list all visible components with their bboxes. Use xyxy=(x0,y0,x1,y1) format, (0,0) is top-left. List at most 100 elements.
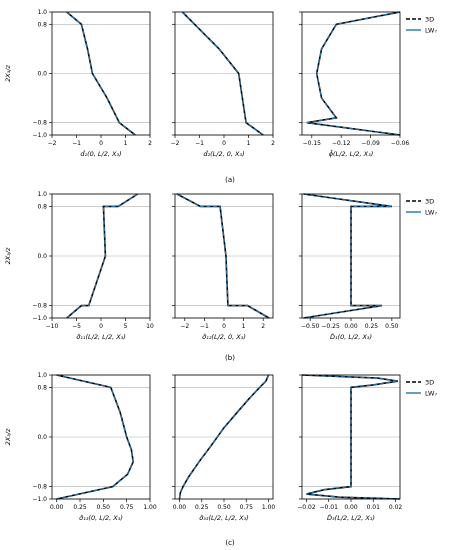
x-tick-label: 0.75 xyxy=(120,504,134,511)
x-tick-label: −10 xyxy=(46,323,59,330)
y-tick-label: 1.0 xyxy=(37,9,47,16)
y-tick-label: 0.0 xyxy=(37,253,47,260)
series-lw7-line xyxy=(306,11,401,136)
legend-label-3d: 3D xyxy=(425,16,434,24)
x-tick-label: 2 xyxy=(148,140,152,147)
panel-c2: 0.00 0.25 0.50 0.75 1.00 σ̂₃₃(L/2, L/2, X₃) xyxy=(172,374,276,522)
x-tick-label: −0.15 xyxy=(303,140,322,147)
y-tick-label: 0.0 xyxy=(37,71,47,78)
x-tick-label: 2 xyxy=(261,323,265,330)
series-lw7-line xyxy=(301,374,401,500)
row-caption: (a) xyxy=(225,176,235,184)
y-tick-label: 0.8 xyxy=(37,203,47,210)
x-tick-label: 1.00 xyxy=(262,504,276,511)
panel-b3: −0.50 −0.25 0.00 0.25 0.50 D̂₁(0, L/2, X₃) 3D L… xyxy=(299,193,437,341)
x-tick-label: 0 xyxy=(99,323,103,330)
legend-label-3d: 3D xyxy=(425,198,434,206)
x-tick-label: −0.12 xyxy=(332,140,351,147)
panel-a2: −2 −1 0 1 2 d̂₂(L/2, 0, X₃) xyxy=(171,11,275,158)
legend-label-lw7: LW₇ xyxy=(425,390,437,398)
x-tick-label: 0.50 xyxy=(385,323,399,330)
x-tick-label: −0.02 xyxy=(297,504,316,511)
x-tick-label: 0.00 xyxy=(344,504,358,511)
x-tick-label: 0.01 xyxy=(367,504,381,511)
x-tick-label: 1 xyxy=(124,140,128,147)
y-tick-label: 0.8 xyxy=(37,21,47,28)
x-tick-label: −2 xyxy=(48,140,57,147)
y-axis-label: 2X₃/z xyxy=(4,65,12,82)
x-tick-label: 1.00 xyxy=(143,504,157,511)
x-tick-label: 2 xyxy=(271,140,275,147)
row-caption: (c) xyxy=(225,539,235,547)
legend-label-lw7: LW₇ xyxy=(425,27,437,35)
x-axis-label: D̂₃(L/2, L/2, X₃) xyxy=(327,514,375,522)
y-tick-label: −1.0 xyxy=(32,496,47,503)
x-axis-label: σ̂₁₁(L/2, L/2, X₃) xyxy=(76,333,126,341)
x-tick-label: −0.06 xyxy=(391,140,410,147)
y-tick-label: 0.8 xyxy=(37,384,47,391)
x-tick-label: −1 xyxy=(200,323,209,330)
y-axis-label: 2X₃/z xyxy=(4,428,12,445)
y-tick-label: 1.0 xyxy=(37,191,47,198)
y-tick-label: −1.0 xyxy=(32,315,47,322)
legend: 3D LW₇ xyxy=(406,16,437,35)
y-tick-label: −0.8 xyxy=(32,303,47,310)
panel-b2: −2 −1 0 1 2 σ̂₁₂(L/2, 0, X₃) xyxy=(172,193,274,341)
x-tick-label: −1 xyxy=(195,140,204,147)
y-axis-label: 2X₃/z xyxy=(4,247,12,264)
x-tick-label: 5 xyxy=(124,323,128,330)
x-axis-label: σ̂₁₃(0, L/2, X₃) xyxy=(79,514,123,522)
series-lw7-line xyxy=(66,11,136,136)
x-tick-label: 0.50 xyxy=(97,504,111,511)
x-axis-label: σ̂₁₂(L/2, 0, X₃) xyxy=(202,333,246,341)
x-tick-label: −0.25 xyxy=(321,323,340,330)
x-tick-label: 0.02 xyxy=(389,504,403,511)
x-tick-label: 0 xyxy=(99,140,103,147)
y-tick-label: −0.8 xyxy=(32,120,47,127)
series-lw7-line xyxy=(56,374,134,500)
x-tick-label: −0.50 xyxy=(301,323,320,330)
x-axis-label: D̂₁(0, L/2, X₃) xyxy=(330,333,372,341)
x-tick-label: −0.01 xyxy=(320,504,339,511)
x-tick-label: −2 xyxy=(171,140,180,147)
panel-a3: −0.15 −0.12 −0.09 −0.06 ϕ̂(L/2, L/2, X₃) 3D LW… xyxy=(299,11,437,158)
x-tick-label: 0.25 xyxy=(195,504,209,511)
x-tick-label: −2 xyxy=(180,323,189,330)
panel-c1: −1.0 −0.8 0.0 0.8 1.0 0.00 0.25 0.50 0.75 1.00 σ̂₁… xyxy=(4,372,157,522)
x-tick-label: 0.50 xyxy=(217,504,231,511)
series-lw7-line xyxy=(66,193,139,319)
x-tick-label: 1 xyxy=(242,323,246,330)
y-tick-label: −0.8 xyxy=(32,484,47,491)
x-tick-label: 0.25 xyxy=(365,323,379,330)
x-tick-label: −0.09 xyxy=(361,140,380,147)
legend: 3D LW₇ xyxy=(406,198,437,217)
series-lw7-line xyxy=(303,193,392,319)
x-axis-label: ϕ̂(L/2, L/2, X₃) xyxy=(329,149,374,158)
x-tick-label: 0 xyxy=(222,140,226,147)
x-tick-label: 0.00 xyxy=(50,504,64,511)
x-tick-label: 0.75 xyxy=(240,504,254,511)
series-lw7-line xyxy=(176,193,270,319)
panel-b1: −1.0 −0.8 0.0 0.8 1.0 −10 −5 0 5 10 σ̂₁₁(L/2, L/2,… xyxy=(4,191,154,341)
x-tick-label: 0.00 xyxy=(173,504,187,511)
x-tick-label: −5 xyxy=(72,323,81,330)
legend: 3D LW₇ xyxy=(406,379,437,398)
legend-label-3d: 3D xyxy=(425,379,434,387)
x-axis-label: σ̂₃₃(L/2, L/2, X₃) xyxy=(199,514,249,522)
y-tick-label: 0.0 xyxy=(37,434,47,441)
x-tick-label: −1 xyxy=(72,140,81,147)
x-tick-label: 0 xyxy=(222,323,226,330)
y-tick-label: 1.0 xyxy=(37,372,47,379)
panel-a1: −1.0 −0.8 0.0 0.8 1.0 −2 −1 0 1 2 d̂₁(0, L/2, X₃) 2… xyxy=(4,9,152,158)
y-tick-label: −1.0 xyxy=(32,132,47,139)
x-axis-label: d̂₁(0, L/2, X₃) xyxy=(80,150,121,158)
x-tick-label: 1 xyxy=(247,140,251,147)
row-caption: (b) xyxy=(225,354,235,362)
legend-label-lw7: LW₇ xyxy=(425,209,437,217)
x-axis-label: d̂₂(L/2, 0, X₃) xyxy=(203,150,244,158)
x-tick-label: 0.00 xyxy=(344,323,358,330)
series-lw7-line xyxy=(181,11,264,136)
x-tick-label: 10 xyxy=(146,323,154,330)
x-tick-label: 0.25 xyxy=(73,504,87,511)
